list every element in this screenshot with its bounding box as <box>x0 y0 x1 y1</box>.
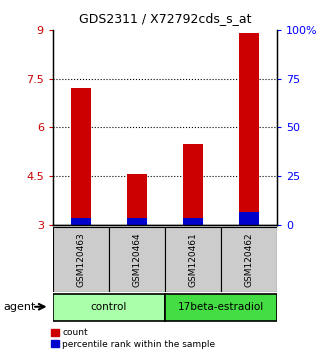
FancyBboxPatch shape <box>53 293 165 321</box>
FancyBboxPatch shape <box>53 227 109 292</box>
Text: GSM120461: GSM120461 <box>188 232 198 287</box>
Text: GSM120462: GSM120462 <box>245 232 254 287</box>
Bar <box>71 218 91 225</box>
Text: GSM120463: GSM120463 <box>76 232 85 287</box>
Bar <box>183 218 203 225</box>
FancyBboxPatch shape <box>109 227 165 292</box>
Bar <box>127 218 147 225</box>
Text: GDS2311 / X72792cds_s_at: GDS2311 / X72792cds_s_at <box>79 12 251 25</box>
FancyBboxPatch shape <box>165 227 221 292</box>
Bar <box>183 144 203 225</box>
Text: 17beta-estradiol: 17beta-estradiol <box>178 302 264 312</box>
Text: GSM120464: GSM120464 <box>132 232 142 287</box>
FancyBboxPatch shape <box>221 227 277 292</box>
Text: agent: agent <box>3 302 36 312</box>
Bar <box>127 175 147 225</box>
Bar <box>239 212 259 225</box>
Bar <box>239 33 259 225</box>
Bar <box>71 88 91 225</box>
Legend: count, percentile rank within the sample: count, percentile rank within the sample <box>51 329 215 349</box>
Text: control: control <box>91 302 127 312</box>
FancyBboxPatch shape <box>165 293 277 321</box>
